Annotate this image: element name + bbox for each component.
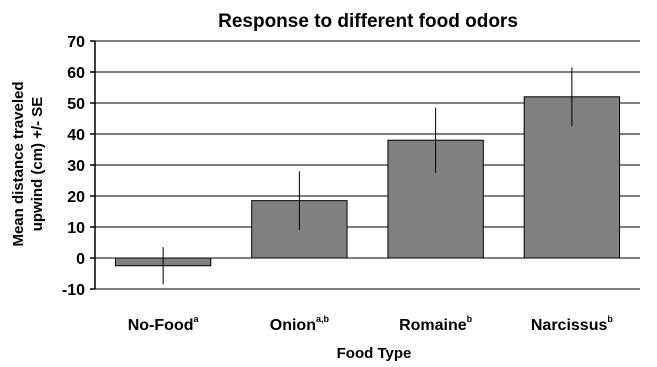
x-axis-label: Food Type bbox=[337, 345, 412, 362]
error-bars bbox=[162, 67, 573, 285]
y-axis-label-line-1: Mean distance traveled bbox=[10, 81, 27, 246]
y-axis-label-line-2: upwind (cm) +/- SE bbox=[29, 97, 46, 232]
y-tick-label-7: 60 bbox=[67, 65, 85, 82]
x-tick-superscript-narcissus: b bbox=[607, 314, 613, 324]
y-tick-label-1: 0 bbox=[76, 251, 85, 268]
bars bbox=[114, 96, 621, 267]
x-tick-label-narcissus: Narcissusb bbox=[531, 314, 614, 334]
y-tick-label-4: 30 bbox=[67, 158, 85, 175]
y-tick-label-5: 40 bbox=[67, 127, 85, 144]
y-tick-labels: -10 0 10 20 30 40 50 60 70 bbox=[62, 34, 95, 299]
chart-title: Response to different food odors bbox=[218, 11, 518, 32]
y-axis-label: Mean distance traveled upwind (cm) +/- S… bbox=[10, 81, 46, 246]
x-tick-superscript-onion: a,b bbox=[316, 314, 330, 324]
x-tick-label-romaine: Romaineb bbox=[399, 314, 473, 334]
x-tick-superscript-no-food: a bbox=[193, 314, 199, 324]
x-tick-superscript-romaine: b bbox=[467, 314, 473, 324]
y-tick-label-0: -10 bbox=[62, 282, 85, 299]
x-tick-label-no-food: No-Fooda bbox=[128, 314, 200, 334]
y-tick-label-8: 70 bbox=[67, 34, 85, 51]
y-tick-label-3: 20 bbox=[67, 189, 85, 206]
y-tick-label-6: 50 bbox=[67, 96, 85, 113]
x-tick-label-onion: Oniona,b bbox=[270, 314, 330, 334]
x-tick-labels: No-Fooda Oniona,b Romaineb Narcissusb bbox=[128, 314, 614, 334]
y-tick-label-2: 10 bbox=[67, 220, 85, 237]
